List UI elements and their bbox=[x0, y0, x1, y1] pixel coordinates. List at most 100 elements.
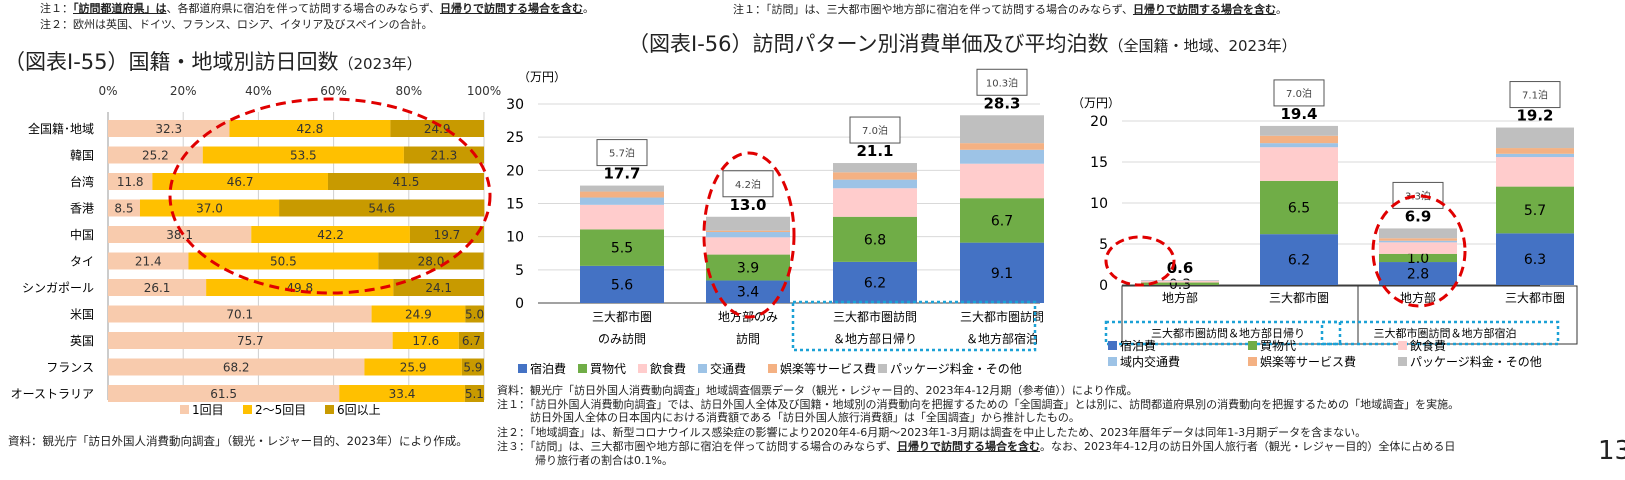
highlight-ellipse bbox=[168, 97, 492, 295]
data-label: 37.0 bbox=[196, 202, 223, 216]
bar-segment bbox=[1379, 228, 1457, 239]
y-tick-label: 10 bbox=[1090, 196, 1108, 212]
bar-segment bbox=[392, 332, 459, 349]
nights-box bbox=[722, 170, 774, 198]
data-label: 46.7 bbox=[227, 175, 254, 189]
data-label: 5.1 bbox=[465, 387, 484, 401]
data-label: 5.0 bbox=[465, 308, 484, 322]
y-tick-label: 25 bbox=[506, 130, 524, 146]
data-label: 38.1 bbox=[166, 228, 193, 242]
legend-label: 娯楽等サービス費 bbox=[780, 361, 876, 376]
note-2-left: 注２：欧州は英国、ドイツ、フランス、ロシア、イタリア及びスペインの合計。 bbox=[40, 18, 433, 31]
category-label: ＆地方部日帰り bbox=[833, 331, 917, 346]
category-label: 地方部 bbox=[1162, 290, 1198, 305]
y-tick-label: 30 bbox=[506, 97, 524, 113]
legend-swatch bbox=[1248, 341, 1257, 350]
source-bottom: 資料：観光庁「訪日外国人消費動向調査」地域調査個票データ（観光・レジャー目的、2… bbox=[497, 384, 1138, 397]
data-label: 5.7 bbox=[1524, 203, 1546, 219]
legend-swatch bbox=[638, 364, 647, 373]
bar-segment bbox=[1496, 148, 1574, 154]
data-label: 6.3 bbox=[1524, 252, 1546, 268]
data-label: 42.2 bbox=[317, 228, 344, 242]
bar-segment bbox=[378, 252, 484, 270]
data-label: 53.5 bbox=[290, 149, 317, 163]
total-label: 28.3 bbox=[983, 94, 1020, 112]
bar-segment bbox=[833, 163, 917, 173]
category-label: 中国 bbox=[70, 227, 94, 242]
nights-label: 7.0泊 bbox=[862, 125, 888, 137]
data-label: 6.7 bbox=[991, 213, 1013, 229]
nights-box bbox=[1509, 81, 1561, 109]
bar-segment bbox=[108, 305, 372, 323]
bar-segment bbox=[706, 232, 790, 238]
nights-box bbox=[1273, 79, 1325, 107]
bar-segment bbox=[706, 216, 790, 231]
bar-segment bbox=[461, 358, 484, 376]
legend-swatch bbox=[325, 405, 334, 414]
category-label: 米国 bbox=[70, 308, 94, 322]
note-1-right: 注１：「訪問」は、三大都市圏や地方部に宿泊を伴って訪問する場合のみならず、日帰り… bbox=[733, 3, 1287, 16]
category-label: 三大都市圏 bbox=[592, 309, 652, 324]
bar-segment bbox=[327, 173, 484, 190]
bar-segment bbox=[1379, 242, 1457, 254]
bar-segment bbox=[465, 305, 484, 323]
data-label: 6.7 bbox=[462, 334, 481, 348]
group-box bbox=[791, 300, 1037, 352]
data-label: 24.1 bbox=[425, 281, 452, 295]
category-label: 三大都市圏 bbox=[1269, 290, 1329, 305]
bar-segment bbox=[108, 332, 393, 349]
data-label: 19.7 bbox=[434, 228, 461, 242]
group-box bbox=[1104, 320, 1342, 346]
bar-segment bbox=[580, 197, 664, 205]
bar-segment bbox=[108, 120, 230, 137]
legend-label: 宿泊費 bbox=[530, 361, 566, 376]
nights-box bbox=[596, 139, 648, 167]
data-label: 54.6 bbox=[368, 202, 395, 216]
legend-label: 1回目 bbox=[192, 403, 224, 417]
data-label: 8.5 bbox=[114, 202, 133, 216]
bar-segment bbox=[108, 385, 340, 402]
data-label: 26.1 bbox=[144, 281, 171, 295]
y-tick-label: 20 bbox=[1090, 114, 1108, 130]
bar-segment bbox=[1260, 143, 1338, 148]
legend-swatch bbox=[578, 364, 587, 373]
nights-box bbox=[849, 116, 901, 144]
data-label: 6.2 bbox=[864, 275, 886, 291]
nights-label: 7.1泊 bbox=[1522, 90, 1548, 102]
bar-segment bbox=[960, 115, 1044, 144]
total-label: 6.9 bbox=[1405, 207, 1432, 225]
y-tick-label: 5 bbox=[1099, 237, 1108, 253]
data-label: 50.5 bbox=[270, 255, 297, 269]
data-label: 5.9 bbox=[463, 361, 482, 375]
x-tick-label: 60% bbox=[320, 84, 347, 98]
total-label: 0.6 bbox=[1167, 259, 1194, 277]
bar-segment bbox=[1496, 127, 1574, 149]
legend-swatch bbox=[768, 364, 777, 373]
total-label: 21.1 bbox=[856, 142, 893, 160]
bar-segment bbox=[833, 188, 917, 217]
legend-label: 6回以上 bbox=[337, 403, 381, 417]
bar-segment bbox=[108, 173, 153, 190]
note-bottom-1b: 訪日外国人全体の日本国内における消費額である「訪日外国人旅行消費額」は「全国調査… bbox=[497, 411, 1080, 424]
page-number: 13 bbox=[1598, 436, 1625, 466]
note-bottom-3: 注３：「訪問」は、三大都市圏や地方部に宿泊を伴って訪問する場合のみならず、日帰り… bbox=[497, 440, 1456, 453]
x-tick-label: 100% bbox=[467, 84, 501, 98]
legend-label: 2～5回目 bbox=[255, 403, 306, 417]
category-label: 三大都市圏 bbox=[1505, 290, 1565, 305]
data-label: 61.5 bbox=[210, 387, 237, 401]
data-label: 42.8 bbox=[297, 122, 324, 136]
bar-segment bbox=[833, 172, 917, 180]
bar-segment bbox=[706, 280, 790, 303]
bar-segment bbox=[390, 120, 484, 137]
legend-label: 宿泊費 bbox=[1120, 338, 1156, 353]
bar-segment bbox=[580, 185, 664, 192]
category-label: ＆地方部宿泊 bbox=[966, 331, 1038, 346]
data-label: 6.8 bbox=[864, 232, 886, 248]
nights-box bbox=[976, 68, 1028, 96]
data-label: 70.1 bbox=[226, 308, 253, 322]
legend-label: 飲食費 bbox=[650, 361, 686, 376]
y-tick-label: 20 bbox=[506, 163, 524, 179]
bar-segment bbox=[1496, 186, 1574, 234]
bar-segment bbox=[108, 279, 207, 296]
